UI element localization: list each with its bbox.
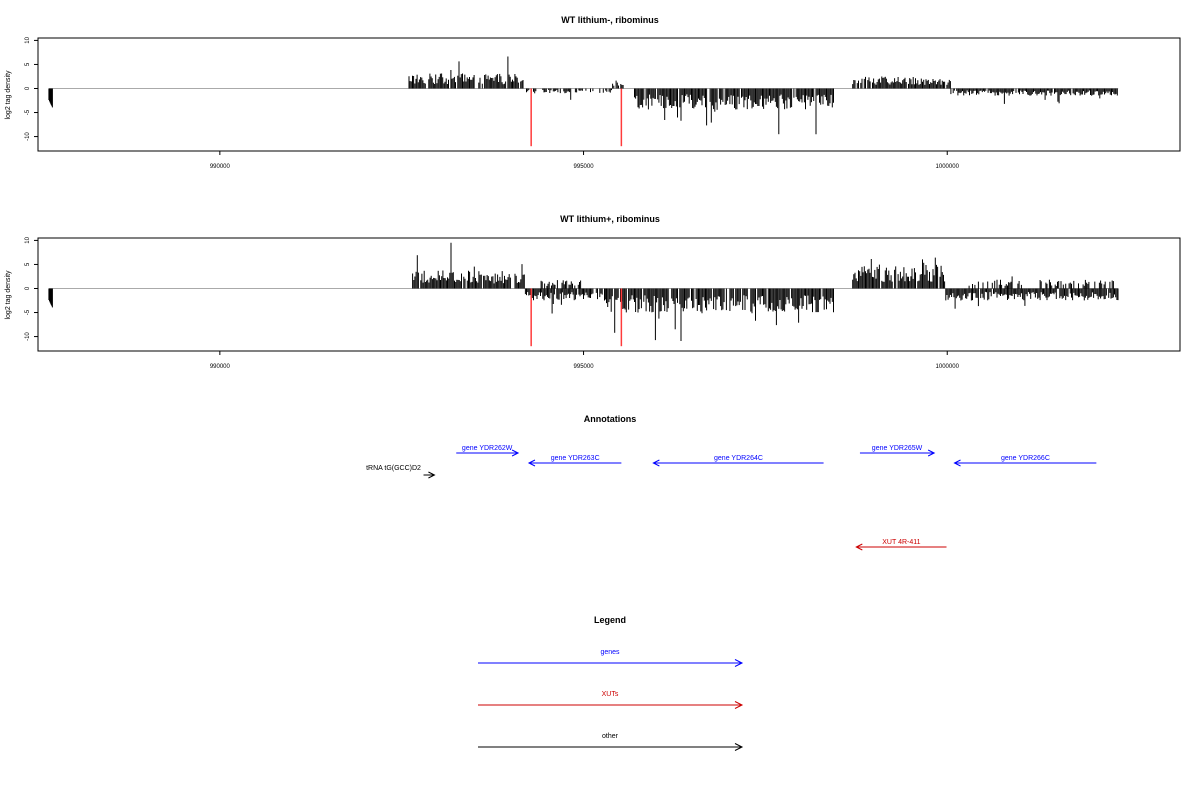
annotation-feature: XUT 4R-411 [855,539,947,551]
feature-label: XUT 4R-411 [882,539,920,546]
arrowhead [855,543,863,551]
feature-label: gene YDR264C [714,455,763,462]
y-tick-label: -5 [25,109,31,115]
arrowhead [527,459,536,467]
density-bars [48,56,1119,147]
legend-arrowhead [734,659,744,667]
annotation-feature: tRNA tG(GCC)D2 [366,465,436,479]
y-tick-label: 0 [25,286,31,290]
legend-title: Legend [594,615,626,625]
arrowhead [953,459,961,467]
y-tick-label: -10 [25,332,31,341]
plot-frame [37,37,1181,152]
x-tick-label: 995000 [574,164,595,170]
feature-label: gene YDR263C [551,455,600,462]
legend-item: XUTs [478,691,744,709]
annotations-title: Annotations [584,414,637,424]
panel-title: WT lithium-, ribominus [561,15,659,25]
x-tick-label: 990000 [210,364,231,370]
legend-items: genes XUTs other [478,649,744,751]
feature-label: tRNA tG(GCC)D2 [366,465,421,472]
feature-label: gene YDR262W [462,445,513,452]
legend: Legend genes XUTs other [478,615,744,751]
arrowhead [428,471,436,479]
y-axis-label: log2 tag density [5,270,12,320]
feature-label: gene YDR266C [1001,455,1050,462]
y-tick-label: 0 [25,86,31,90]
panel-title: WT lithium+, ribominus [560,214,660,224]
density-bars [48,242,1119,347]
arrowhead [511,449,520,457]
legend-arrowhead [734,701,744,709]
feature-label: gene YDR265W [872,445,923,452]
arrowhead [927,449,936,457]
x-tick-label: 990000 [210,164,231,170]
annotation-feature: gene YDR264C [652,455,824,467]
legend-label: XUTs [602,691,619,698]
y-tick-label: -5 [25,309,31,315]
legend-label: genes [600,649,620,656]
y-tick-label: 10 [25,236,31,243]
y-tick-label: 5 [25,262,31,266]
axes: 10 5 0 -5 -10 990000 995000 1000000 [25,36,960,170]
plot-frame [37,237,1181,352]
annotation-feature: gene YDR262W [456,445,520,457]
annotation-features: gene YDR262W tRNA tG(GCC)D2 gene YDR263C ge… [366,445,1097,551]
y-axis-label: log2 tag density [5,70,12,120]
track-panel-lithium-minus: WT lithium-, ribominus log2 tag density … [5,15,1181,170]
legend-arrowhead [734,743,744,751]
legend-item: other [478,733,744,751]
y-tick-label: -10 [25,132,31,141]
x-tick-label: 995000 [574,364,595,370]
x-tick-label: 1000000 [936,164,960,170]
annotation-feature: gene YDR265W [859,445,936,457]
y-tick-label: 10 [25,36,31,43]
x-tick-label: 1000000 [936,364,960,370]
y-tick-label: 5 [25,62,31,66]
legend-label: other [602,733,619,740]
annotation-feature: gene YDR263C [527,455,622,467]
track-panel-lithium-plus: WT lithium+, ribominus log2 tag density … [5,214,1181,370]
legend-item: genes [478,649,744,667]
arrowhead [652,459,660,467]
axes: 10 5 0 -5 -10 990000 995000 1000000 [25,236,960,370]
annotation-feature: gene YDR266C [953,455,1097,467]
